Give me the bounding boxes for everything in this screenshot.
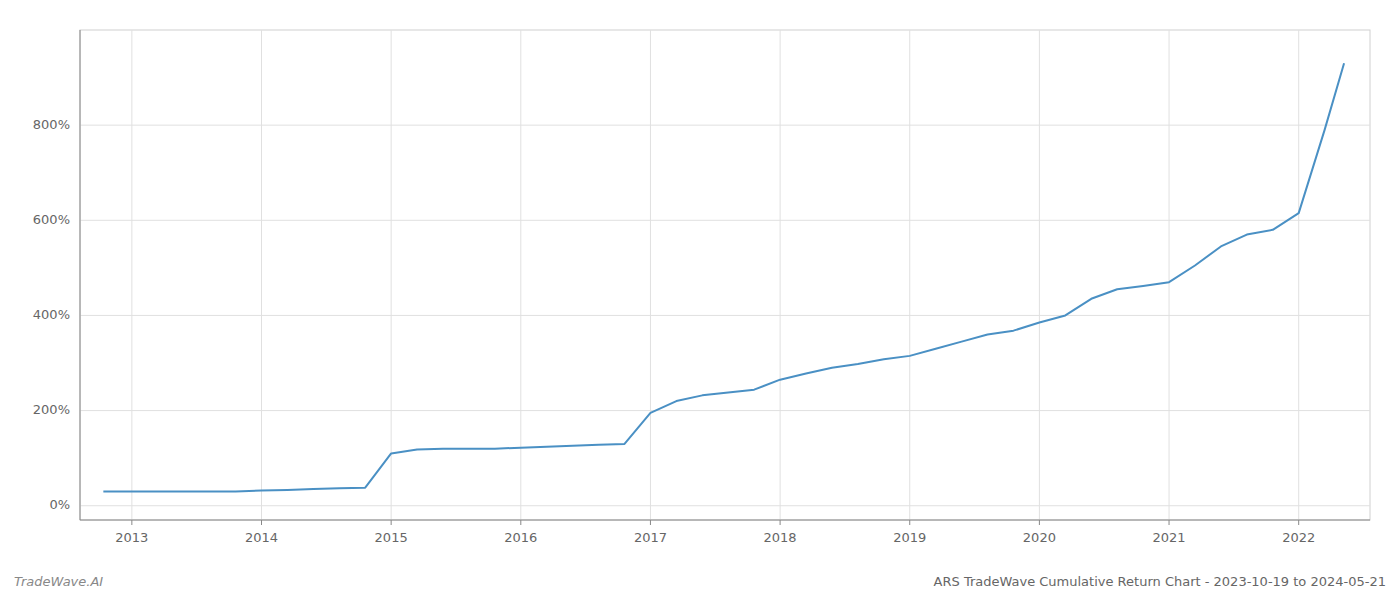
x-tick-label: 2020: [1023, 530, 1056, 545]
x-tick-label: 2016: [504, 530, 537, 545]
x-tick-mark: [909, 520, 910, 525]
x-grid-line: [520, 30, 521, 520]
chart: 0% 200% 400% 600% 800% 2013 2014 2015 2016 2017 20…: [0, 0, 1400, 600]
x-tick-label: 2014: [245, 530, 278, 545]
y-tick-label: 800%: [33, 117, 70, 132]
x-tick-label: 2017: [634, 530, 667, 545]
x-grid-line: [131, 30, 132, 520]
x-tick-mark: [391, 520, 392, 525]
grid: [80, 30, 1370, 520]
data-line: [103, 63, 1344, 491]
x-grid-line: [650, 30, 651, 520]
y-axis-line: [80, 30, 81, 520]
y-tick-label: 0%: [49, 497, 70, 512]
x-tick-mark: [1298, 520, 1299, 525]
watermark: TradeWave.AI: [14, 574, 103, 589]
x-tick-mark: [780, 520, 781, 525]
x-tick-mark: [650, 520, 651, 525]
x-grid-line: [909, 30, 910, 520]
x-tick-label: 2013: [115, 530, 148, 545]
x-tick-label: 2021: [1152, 530, 1185, 545]
x-tick-mark: [1039, 520, 1040, 525]
axes: 0% 200% 400% 600% 800% 2013 2014 2015 2016 2017 20…: [33, 30, 1370, 545]
y-grid-line: [80, 410, 1370, 411]
plot-frame: [80, 30, 1370, 520]
chart-title: ARS TradeWave Cumulative Return Chart - …: [934, 574, 1386, 589]
x-tick-mark: [261, 520, 262, 525]
y-tick-label: 600%: [33, 212, 70, 227]
x-tick-label: 2022: [1282, 530, 1315, 545]
x-grid-line: [1298, 30, 1299, 520]
y-grid-line: [80, 220, 1370, 221]
x-tick-label: 2015: [375, 530, 408, 545]
x-tick-mark: [131, 520, 132, 525]
x-tick-mark: [1169, 520, 1170, 525]
x-tick-label: 2018: [764, 530, 797, 545]
x-grid-line: [391, 30, 392, 520]
x-axis-line: [80, 520, 1370, 521]
y-grid-line: [80, 125, 1370, 126]
x-tick-mark: [520, 520, 521, 525]
x-grid-line: [780, 30, 781, 520]
x-grid-line: [1169, 30, 1170, 520]
y-grid-line: [80, 315, 1370, 316]
x-grid-line: [261, 30, 262, 520]
y-tick-label: 400%: [33, 307, 70, 322]
y-grid-line: [80, 505, 1370, 506]
y-tick-label: 200%: [33, 402, 70, 417]
x-tick-label: 2019: [893, 530, 926, 545]
x-grid-line: [1039, 30, 1040, 520]
plot-area: [103, 63, 1344, 491]
